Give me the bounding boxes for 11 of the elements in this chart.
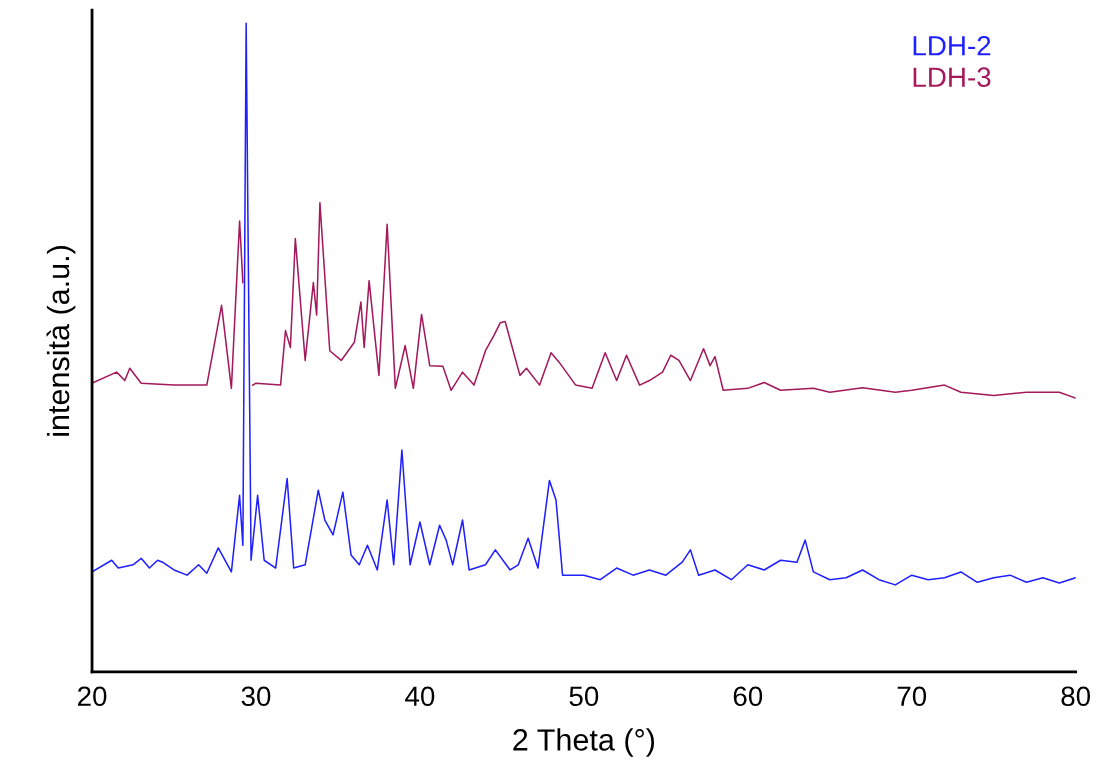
x-tick-label: 40 (405, 686, 435, 707)
x-tick-label: 60 (733, 686, 763, 707)
x-tick-label: 50 (569, 686, 599, 707)
x-tick-label: 20 (77, 686, 107, 707)
x-tick-label: 80 (1061, 686, 1091, 707)
text: LDH-3 (913, 67, 991, 88)
x-tick-label: 30 (241, 686, 271, 707)
y-axis-title: intensità (a.u.) (46, 246, 76, 436)
x-axis-title: 2 Theta (°) (513, 728, 655, 757)
text: LDH-2 (913, 35, 991, 56)
x-tick-label: 70 (897, 686, 927, 707)
